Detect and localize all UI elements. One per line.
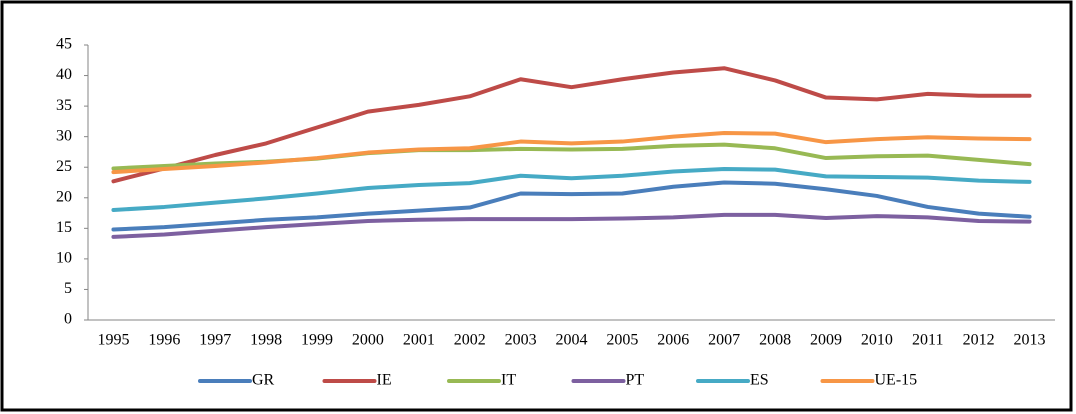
x-tick-label: 1998 <box>250 332 282 349</box>
y-tick-label: 0 <box>64 311 72 328</box>
x-tick-label: 2004 <box>556 332 588 349</box>
series-line <box>111 131 1032 175</box>
x-tick-label: 1995 <box>97 332 129 349</box>
x-tick-label: 2007 <box>708 332 740 349</box>
x-tick-label: 2005 <box>606 332 638 349</box>
legend-label: GR <box>252 372 275 389</box>
x-tick-label: 2002 <box>454 332 486 349</box>
x-tick-label: 2003 <box>505 332 537 349</box>
x-tick-label: 2001 <box>403 332 435 349</box>
x-tick-label: 2013 <box>1014 332 1046 349</box>
legend-label: IE <box>377 372 392 389</box>
series-line <box>111 167 1032 212</box>
y-tick-label: 25 <box>56 158 72 175</box>
y-tick-label: 35 <box>56 97 72 114</box>
x-tick-label: 1996 <box>148 332 180 349</box>
y-tick-label: 15 <box>56 219 72 236</box>
series-line <box>111 212 1032 239</box>
x-tick-label: 2000 <box>352 332 384 349</box>
legend-label: ES <box>750 372 769 389</box>
x-tick-label: 2010 <box>861 332 893 349</box>
x-tick-label: 2011 <box>912 332 943 349</box>
y-tick-label: 30 <box>56 127 72 144</box>
series-line <box>111 66 1032 184</box>
series-line <box>111 180 1032 232</box>
x-tick-label: 2006 <box>657 332 689 349</box>
y-tick-label: 20 <box>56 188 72 205</box>
legend-label: IT <box>501 372 516 389</box>
y-tick-label: 5 <box>64 280 72 297</box>
x-tick-label: 1999 <box>301 332 333 349</box>
y-tick-label: 40 <box>56 66 72 83</box>
x-tick-label: 1997 <box>199 332 231 349</box>
x-tick-label: 2009 <box>810 332 842 349</box>
y-tick-label: 45 <box>56 36 72 53</box>
y-tick-label: 10 <box>56 250 72 267</box>
legend-label: PT <box>626 372 645 389</box>
legend-label: UE-15 <box>875 372 918 389</box>
x-tick-label: 2012 <box>963 332 995 349</box>
x-tick-label: 2008 <box>759 332 791 349</box>
